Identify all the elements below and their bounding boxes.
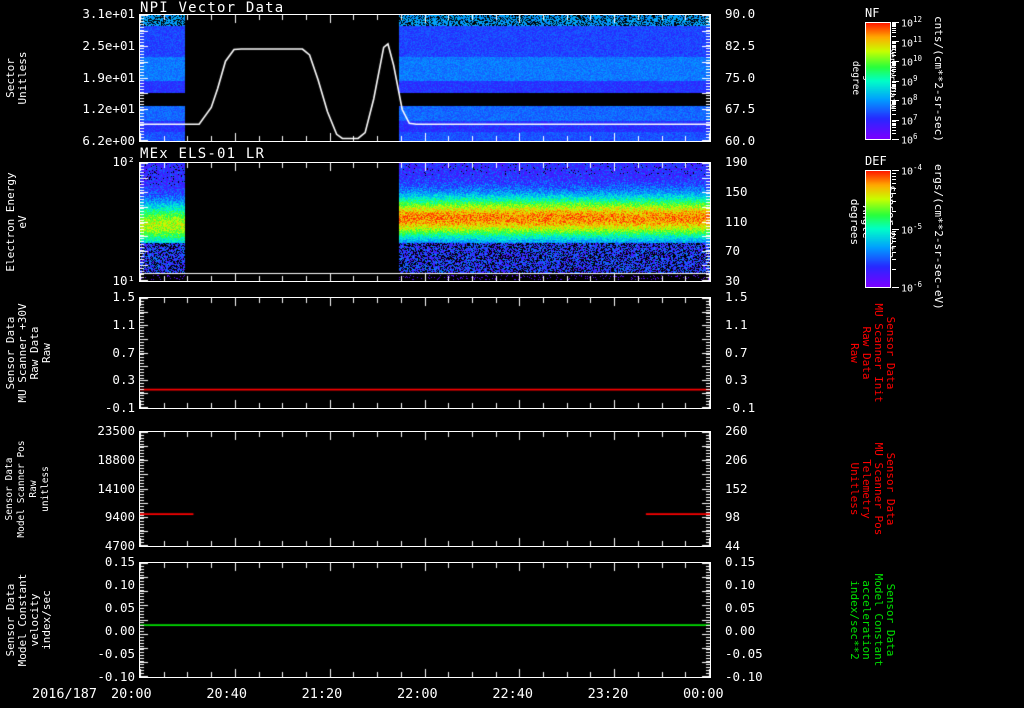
p2-rticks-label: -0.1 — [725, 400, 756, 415]
panel-4-right-ticks: 0.15 0.10 0.05 0.00 -0.05 -0.10 — [725, 554, 845, 684]
def-colorbar-title: DEF — [865, 154, 887, 168]
x-axis-date-label: 2016/187 — [32, 686, 98, 702]
p1-rticks-label: 70 — [725, 243, 741, 259]
panel-title-mex-els-01-lr: MEx ELS-01 LR — [140, 146, 266, 162]
p1-rticks-label: 150 — [725, 183, 748, 199]
nf-colorbar-tick-label: 108 — [901, 93, 918, 108]
panel-plot-area-mu-scanner-30v-raw — [139, 297, 711, 409]
p0-rticks-label: 82.5 — [725, 37, 756, 53]
def-colorbar-tick-label: 10-5 — [901, 221, 923, 236]
p0-lticks-label: 2.5e+01 — [82, 37, 135, 53]
p3-rticks-label: 98 — [725, 509, 741, 525]
p0-rticks-label: 67.5 — [725, 101, 756, 117]
p2-lticks-label: 0.7 — [112, 344, 135, 360]
p3-lticks-label: 14100 — [97, 480, 135, 496]
p1-lticks-label: 10² — [112, 154, 135, 169]
panel-plot-area-npi-vector-data — [139, 14, 711, 142]
p3-rticks-label: 152 — [725, 480, 748, 496]
x-axis-tick-label: 20:40 — [206, 686, 247, 702]
nf-colorbar-tick-label: 1011 — [901, 34, 923, 49]
panel-plot-area-mex-els-01-lr — [139, 162, 711, 282]
def-colorbar-minor-ticks — [892, 170, 899, 288]
p2-lticks-label: 1.5 — [112, 289, 135, 304]
p3-lticks-label: 18800 — [97, 451, 135, 467]
nf-colorbar-tick-label: 109 — [901, 73, 918, 88]
p4-rticks-label: 0.00 — [725, 623, 756, 638]
x-axis-tick-label: 00:00 — [683, 686, 724, 702]
panel-0-left-ticks: 3.1e+01 2.5e+01 1.9e+01 1.2e+01 6.2e+00 — [0, 6, 135, 148]
x-axis-tick-label: 23:20 — [587, 686, 629, 702]
p4-rticks-label: 0.15 — [725, 554, 756, 569]
def-colorbar-units-label: ergs/(cm**2-sr-sec-eV) — [932, 164, 945, 310]
p0-lticks-label: 1.9e+01 — [82, 69, 135, 85]
nf-colorbar-tick-label: 107 — [901, 112, 918, 127]
p2-rticks-label: 1.1 — [725, 316, 748, 332]
p0-rticks-label: 90.0 — [725, 6, 756, 21]
panel-2-left-ticks: 1.5 1.1 0.7 0.3 -0.1 — [0, 289, 135, 415]
p2-rticks-label: 1.5 — [725, 289, 748, 304]
p4-lticks-label: 0.00 — [104, 623, 135, 638]
p4-lticks-label: 0.15 — [104, 554, 135, 569]
nf-colorbar-title: NF — [865, 6, 880, 20]
p4-rticks-label: -0.10 — [725, 669, 763, 684]
p4-lticks-label: -0.05 — [97, 646, 135, 661]
x-axis-tick-label: 20:00 — [111, 686, 152, 702]
def-colorbar-tick-label: 10-6 — [901, 280, 923, 295]
panel-0-right-ticks: 90.0 82.5 75.0 67.5 60.0 — [725, 6, 845, 148]
p1-rticks-label: 190 — [725, 154, 748, 169]
nf-colorbar-minor-ticks — [892, 22, 899, 140]
p4-lticks-label: 0.10 — [104, 577, 135, 592]
panel-1-left-ticks: 10² 10¹ — [0, 154, 135, 288]
p0-lticks-label: 3.1e+01 — [82, 6, 135, 21]
panel-3-left-ticks: 23500 18800 14100 9400 4700 — [0, 423, 135, 553]
p3-rticks-label: 206 — [725, 451, 748, 467]
p4-rticks-label: -0.05 — [725, 646, 763, 661]
p0-lticks-label: 6.2e+00 — [82, 133, 135, 148]
panel-1-right-ticks: 190 150 110 70 30 — [725, 154, 845, 288]
p3-lticks-label: 4700 — [104, 538, 135, 553]
nf-colorbar-gradient — [865, 22, 891, 140]
panel-title-npi-vector-data: NPI Vector Data — [140, 0, 285, 16]
x-axis-tick-label: 21:20 — [301, 686, 343, 702]
nf-colorbar-tick-label: 106 — [901, 132, 918, 147]
p0-rticks-label: 60.0 — [725, 133, 756, 148]
x-axis-tick-labels: 20:00 20:40 21:20 22:00 22:40 23:20 00:00 — [0, 686, 1024, 708]
p4-lticks-label: -0.10 — [97, 669, 135, 684]
p3-lticks-label: 23500 — [97, 423, 135, 438]
def-colorbar-gradient — [865, 170, 891, 288]
p4-lticks-label: 0.05 — [104, 600, 135, 615]
p2-lticks-label: 1.1 — [112, 316, 135, 332]
panel-2-right-ticks: 1.5 1.1 0.7 0.3 -0.1 — [725, 289, 845, 415]
nf-colorbar-tick-label: 1010 — [901, 54, 923, 69]
panel-3-right-ticks: 260 206 152 98 44 — [725, 423, 845, 553]
nf-colorbar-tick-label: 1012 — [901, 15, 923, 30]
panel-plot-area-model-scanner-pos-raw — [139, 431, 711, 547]
p1-rticks-label: 110 — [725, 213, 748, 229]
p4-rticks-label: 0.05 — [725, 600, 756, 615]
p3-rticks-label: 260 — [725, 423, 748, 438]
p2-rticks-label: 0.7 — [725, 344, 748, 360]
def-colorbar-tick-label: 10-4 — [901, 163, 923, 178]
p2-rticks-label: 0.3 — [725, 372, 748, 388]
panel-4-left-ticks: 0.15 0.10 0.05 0.00 -0.05 -0.10 — [0, 554, 135, 684]
p4-rticks-label: 0.10 — [725, 577, 756, 592]
x-axis-tick-label: 22:00 — [397, 686, 438, 702]
p1-rticks-label: 30 — [725, 273, 741, 288]
p2-lticks-label: -0.1 — [104, 400, 135, 415]
p1-lticks-label: 10¹ — [112, 273, 135, 288]
p3-lticks-label: 9400 — [104, 509, 135, 525]
panel-plot-area-model-constant-velocity — [139, 562, 711, 678]
p0-lticks-label: 1.2e+01 — [82, 101, 135, 117]
p0-rticks-label: 75.0 — [725, 69, 756, 85]
p2-lticks-label: 0.3 — [112, 372, 135, 388]
p3-rticks-label: 44 — [725, 538, 741, 553]
x-axis-tick-label: 22:40 — [492, 686, 533, 702]
